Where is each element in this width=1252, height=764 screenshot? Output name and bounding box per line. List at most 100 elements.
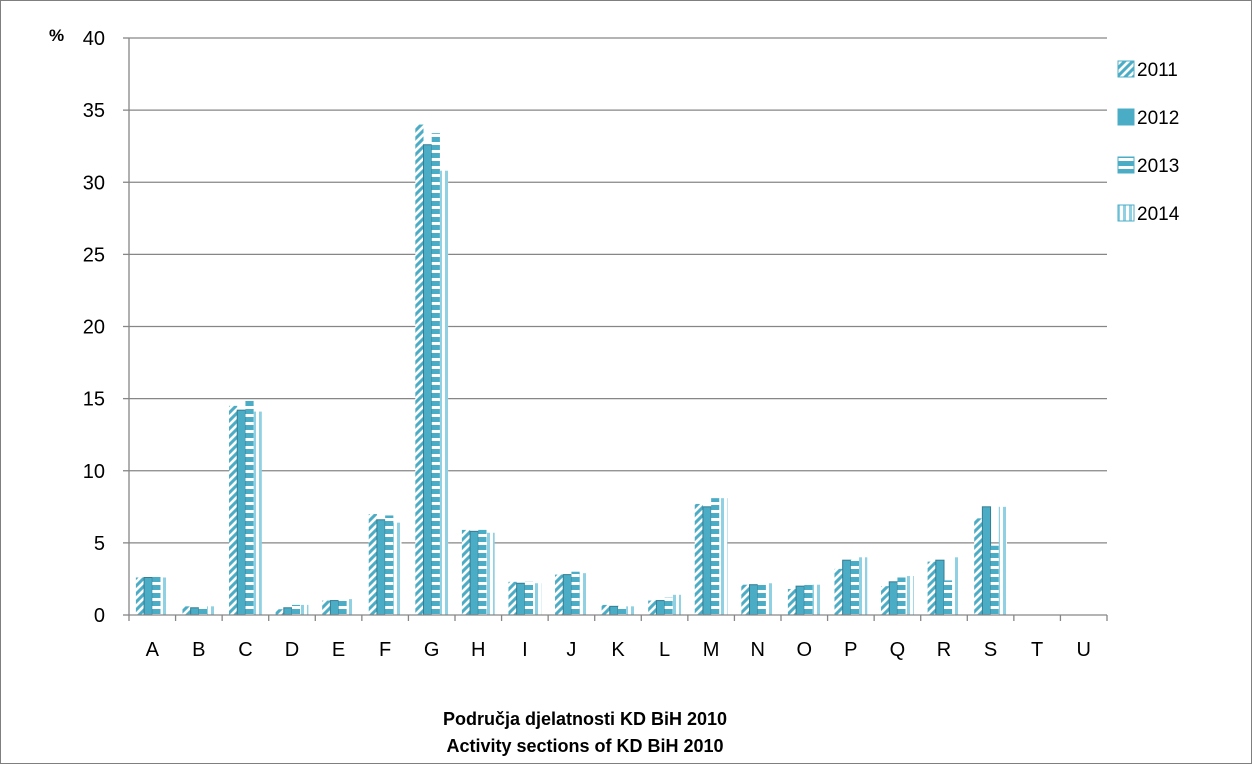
bar-2014-A xyxy=(160,577,169,615)
x-axis-title-line-1: Područja djelatnosti KD BiH 2010 xyxy=(443,709,727,729)
bar-2014-B xyxy=(207,606,216,615)
bar-2014-L xyxy=(672,594,681,615)
bar-2012-G xyxy=(423,144,433,616)
bar-2012-P xyxy=(842,559,852,616)
bar-2012-B xyxy=(190,607,200,616)
y-unit-label: % xyxy=(49,26,64,45)
bar-2013-Q xyxy=(897,577,906,615)
bar-2014-Q xyxy=(905,576,914,615)
bars xyxy=(135,124,1007,616)
bar-2011-F xyxy=(368,514,377,615)
x-tick-label: Q xyxy=(890,639,906,661)
bar-2012-A xyxy=(143,576,153,616)
bar-2012-L xyxy=(655,600,666,616)
bar-2011-C xyxy=(229,405,238,615)
bar-2014-N xyxy=(765,583,775,615)
legend-label-2014: 2014 xyxy=(1137,204,1180,225)
x-tick-label: H xyxy=(471,639,485,661)
x-tick-label: E xyxy=(332,639,345,661)
bar-2012-I xyxy=(516,582,526,616)
bar-2011-H xyxy=(461,529,471,615)
bar-2013-S xyxy=(990,545,999,615)
bar-2014-R xyxy=(952,557,961,615)
x-tick-label: F xyxy=(379,639,391,661)
gridlines xyxy=(129,37,1107,544)
bar-2013-C xyxy=(245,400,254,615)
x-tick-label: O xyxy=(797,639,813,661)
y-tick-label: 20 xyxy=(83,317,105,339)
bar-2012-Q xyxy=(888,581,898,616)
bar-2014-J xyxy=(579,573,588,615)
y-tick-label: 25 xyxy=(83,244,105,266)
axes xyxy=(123,37,1108,621)
bar-2014-K xyxy=(626,606,635,615)
bar-2013-L xyxy=(664,597,673,615)
bar-2012-S xyxy=(981,506,992,616)
x-tick-label: K xyxy=(611,639,625,661)
x-tick-label: I xyxy=(522,639,528,661)
bar-2011-Q xyxy=(881,586,890,615)
x-tick-label: N xyxy=(750,639,764,661)
bar-2014-F xyxy=(393,522,402,615)
bar-2013-B xyxy=(198,606,208,615)
bar-2014-I xyxy=(533,583,542,615)
bar-2013-N xyxy=(757,583,766,615)
bar-2012-R xyxy=(935,559,945,616)
bar-2013-G xyxy=(431,133,440,615)
x-tick-label: J xyxy=(566,639,576,661)
bar-2011-I xyxy=(508,581,517,615)
bar-2013-A xyxy=(152,574,161,615)
bar-2012-M xyxy=(702,506,712,616)
x-tick-label: P xyxy=(844,639,857,661)
bar-2012-N xyxy=(749,584,759,616)
bar-2012-E xyxy=(329,600,340,616)
legend-swatch-2012 xyxy=(1117,108,1135,126)
bar-2014-O xyxy=(812,584,821,615)
y-tick-label: 35 xyxy=(83,100,105,122)
bar-2014-M xyxy=(719,498,728,615)
legend-swatch-2011 xyxy=(1117,60,1135,78)
bar-2011-B xyxy=(182,606,191,615)
x-tick-label: C xyxy=(238,639,252,661)
bar-2013-E xyxy=(338,599,347,615)
legend: 2011 2012 2013 2014 xyxy=(1117,60,1180,225)
bar-2011-L xyxy=(648,600,657,615)
bar-2011-M xyxy=(694,503,703,615)
bar-2011-O xyxy=(787,589,797,615)
legend-swatch-2013 xyxy=(1117,156,1135,174)
bar-2012-C xyxy=(236,409,246,616)
x-axis-title-line-2: Activity sections of KD BiH 2010 xyxy=(446,736,723,756)
bar-2011-A xyxy=(135,577,145,615)
bar-2012-D xyxy=(283,607,293,616)
bar-2014-P xyxy=(859,557,868,615)
x-tick-label: U xyxy=(1076,639,1090,661)
x-tick-label: M xyxy=(703,639,720,661)
bar-2012-F xyxy=(376,519,386,616)
y-tick-label: 40 xyxy=(83,28,105,50)
bar-2013-J xyxy=(571,571,580,615)
y-tick-label: 10 xyxy=(83,461,105,483)
bar-2014-H xyxy=(486,532,495,615)
legend-label-2012: 2012 xyxy=(1137,108,1179,129)
legend-swatch-2014 xyxy=(1117,204,1135,222)
x-tick-label: R xyxy=(937,639,951,661)
bar-2013-H xyxy=(478,529,487,615)
y-tick-label: 0 xyxy=(94,605,105,627)
bar-2013-M xyxy=(711,498,720,615)
bar-2012-O xyxy=(795,585,805,616)
bar-2014-D xyxy=(300,604,309,615)
x-tick-labels: A B C D E F G H I J K L M N O P Q R S T U xyxy=(146,639,1091,661)
y-tick-label: 30 xyxy=(83,172,105,194)
bar-2011-G xyxy=(415,124,424,616)
x-tick-label: D xyxy=(285,639,299,661)
bar-2011-N xyxy=(741,584,750,615)
legend-label-2013: 2013 xyxy=(1137,156,1179,177)
bar-2012-H xyxy=(469,530,479,616)
x-tick-label: G xyxy=(424,639,440,661)
bar-2011-J xyxy=(555,574,564,615)
y-tick-label: 5 xyxy=(94,533,105,555)
bar-2014-C xyxy=(253,411,262,615)
bar-2013-O xyxy=(804,584,813,615)
x-tick-label: A xyxy=(146,639,160,661)
